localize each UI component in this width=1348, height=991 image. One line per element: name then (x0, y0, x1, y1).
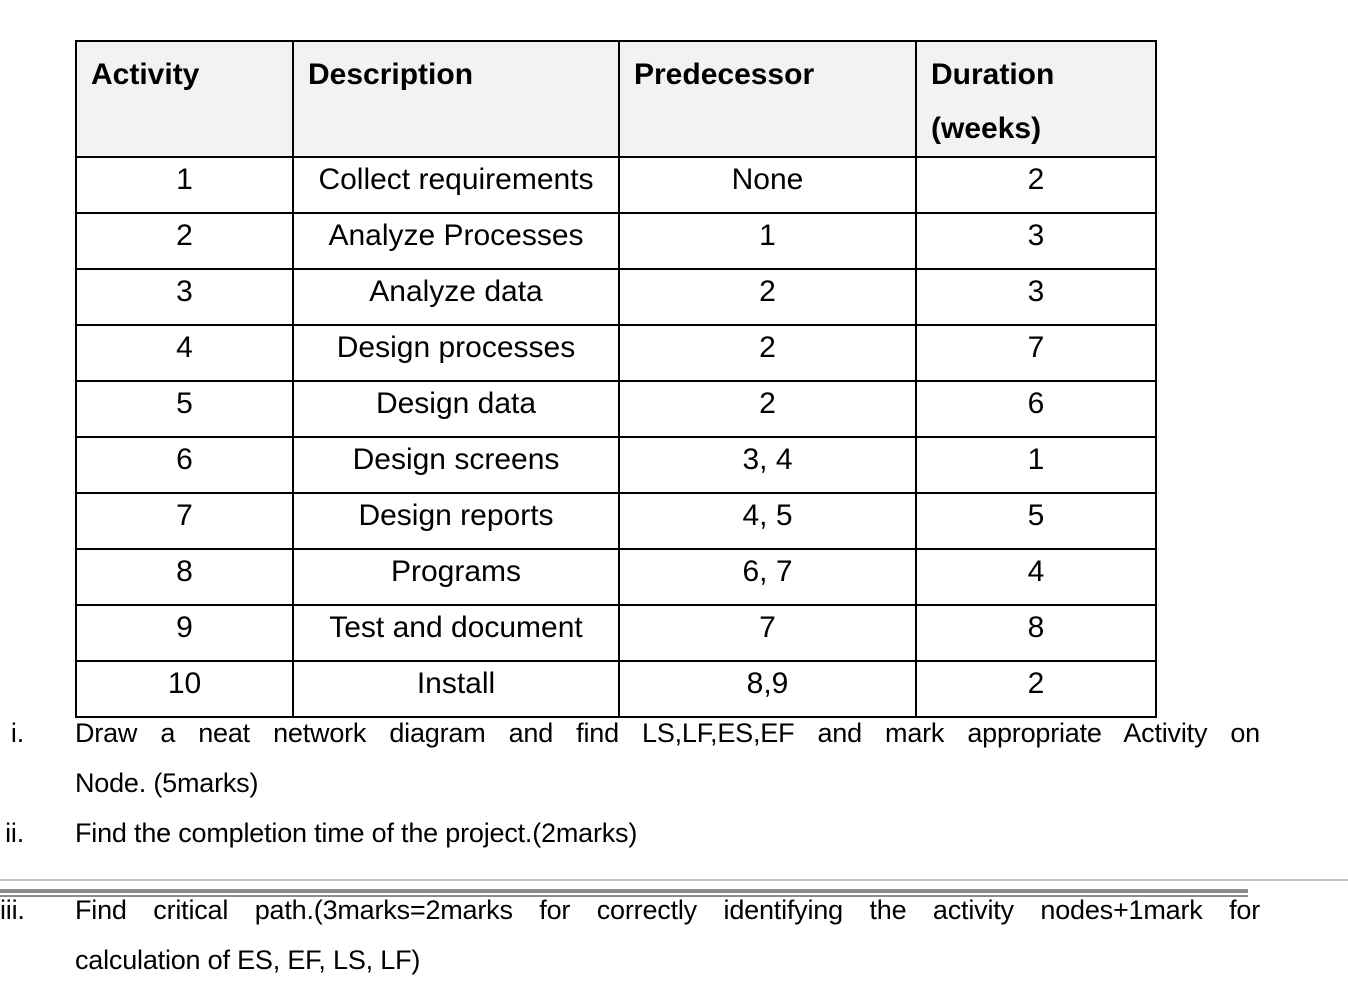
table-row: 8 Programs 6, 7 4 (75, 548, 1157, 606)
cell-predecessor: 7 (618, 604, 917, 662)
question-numeral: i. (10, 718, 24, 748)
cell-duration: 2 (915, 156, 1157, 214)
cell-description: Programs (292, 548, 620, 606)
question-item-i: i. Draw a neat network diagram and find … (0, 708, 1260, 808)
cell-duration: 7 (915, 324, 1157, 382)
divider-line-bottom (0, 895, 1248, 897)
cell-description: Collect requirements (292, 156, 620, 214)
question-numeral: iii. (0, 895, 25, 925)
question-numeral: ii. (5, 818, 24, 848)
table-row: 3 Analyze data 2 3 (75, 268, 1157, 326)
activity-table: Activity Description Predecessor Duratio… (75, 40, 1157, 718)
header-cell-predecessor: Predecessor (618, 40, 917, 158)
question-line: calculation of ES, EF, LS, LF) (75, 945, 421, 975)
cell-activity: 7 (75, 492, 294, 550)
cell-duration: 3 (915, 212, 1157, 270)
cell-duration: 4 (915, 548, 1157, 606)
table-row: 7 Design reports 4, 5 5 (75, 492, 1157, 550)
cell-duration: 8 (915, 604, 1157, 662)
question-line: Draw a neat network diagram and find LS,… (75, 718, 1260, 748)
cell-duration: 2 (915, 660, 1157, 718)
question-item-iii: iii. Find critical path.(3marks=2marks f… (0, 885, 1260, 985)
cell-description: Analyze data (292, 268, 620, 326)
cell-duration: 6 (915, 380, 1157, 438)
table-row: 10 Install 8,9 2 (75, 660, 1157, 718)
cell-description: Design processes (292, 324, 620, 382)
cell-description: Design screens (292, 436, 620, 494)
table-row: 4 Design processes 2 7 (75, 324, 1157, 382)
cell-predecessor: 2 (618, 324, 917, 382)
cell-description: Analyze Processes (292, 212, 620, 270)
table-row: 2 Analyze Processes 1 3 (75, 212, 1157, 270)
header-label: Activity (91, 58, 200, 91)
table-row: 6 Design screens 3, 4 1 (75, 436, 1157, 494)
cell-duration: 3 (915, 268, 1157, 326)
header-label: Duration (931, 58, 1055, 91)
table-row: 5 Design data 2 6 (75, 380, 1157, 438)
cell-activity: 10 (75, 660, 294, 718)
cell-description: Design reports (292, 492, 620, 550)
header-label: Description (308, 58, 474, 91)
cell-activity: 5 (75, 380, 294, 438)
divider-line-top (0, 889, 1248, 893)
cell-predecessor: 3, 4 (618, 436, 917, 494)
cell-predecessor: 1 (618, 212, 917, 270)
table-row: 1 Collect requirements None 2 (75, 156, 1157, 214)
cell-activity: 3 (75, 268, 294, 326)
cell-activity: 6 (75, 436, 294, 494)
cell-description: Test and document (292, 604, 620, 662)
cell-activity: 1 (75, 156, 294, 214)
header-cell-description: Description (292, 40, 620, 158)
cell-activity: 4 (75, 324, 294, 382)
question-line: Find critical path.(3marks=2marks for co… (75, 895, 1260, 925)
cell-predecessor: 8,9 (618, 660, 917, 718)
cell-activity: 9 (75, 604, 294, 662)
header-cell-duration: Duration (weeks) (915, 40, 1157, 158)
header-label: Predecessor (634, 58, 815, 91)
cell-activity: 8 (75, 548, 294, 606)
header-cell-activity: Activity (75, 40, 294, 158)
cell-predecessor: 6, 7 (618, 548, 917, 606)
cell-description: Install (292, 660, 620, 718)
cell-predecessor: 2 (618, 380, 917, 438)
cell-duration: 5 (915, 492, 1157, 550)
cell-description: Design data (292, 380, 620, 438)
cell-predecessor: 4, 5 (618, 492, 917, 550)
header-label-line2: (weeks) (931, 112, 1042, 145)
cell-duration: 1 (915, 436, 1157, 494)
section-divider-double (0, 889, 1248, 897)
section-divider-thin (0, 879, 1348, 881)
cell-activity: 2 (75, 212, 294, 270)
question-line: Find the completion time of the project.… (75, 818, 638, 848)
table-row: 9 Test and document 7 8 (75, 604, 1157, 662)
question-item-ii: ii. Find the completion time of the proj… (0, 808, 1260, 858)
cell-predecessor: None (618, 156, 917, 214)
question-line: Node. (5marks) (75, 768, 259, 798)
table-header-row: Activity Description Predecessor Duratio… (75, 40, 1157, 158)
cell-predecessor: 2 (618, 268, 917, 326)
